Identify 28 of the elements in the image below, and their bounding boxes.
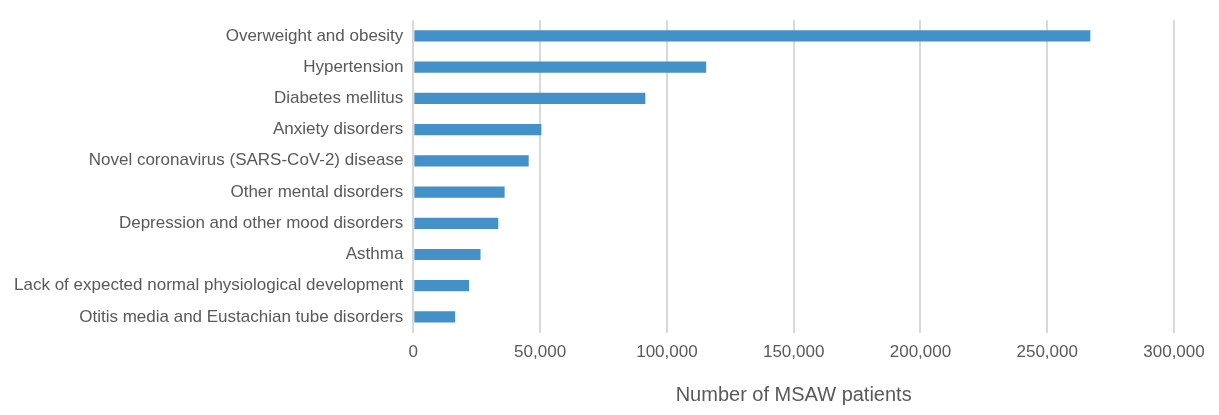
y-tick-label: Other mental disorders <box>230 181 404 201</box>
x-tick-label: 150,000 <box>762 342 825 362</box>
bar <box>414 311 456 323</box>
y-tick-label: Novel coronavirus (SARS-CoV-2) disease <box>88 150 404 170</box>
bar <box>414 280 470 292</box>
x-tick-label: 250,000 <box>1016 342 1078 362</box>
y-tick-label: Anxiety disorders <box>272 119 404 139</box>
y-tick-label: Hypertension <box>303 56 404 76</box>
y-tick-label: Asthma <box>345 244 404 264</box>
x-tick-label: 200,000 <box>889 342 952 362</box>
y-tick-label: Otitis media and Eustachian tube disorders <box>79 306 404 326</box>
bar <box>414 123 542 136</box>
bar <box>414 155 529 167</box>
y-tick-label: Overweight and obesity <box>225 25 404 45</box>
bar <box>414 92 646 104</box>
y-tick-label: Depression and other mood disorders <box>118 212 404 232</box>
x-tick-label: 300,000 <box>1143 342 1205 362</box>
y-tick-label: Lack of expected normal physiological development <box>14 275 404 295</box>
bar <box>414 248 481 261</box>
bar <box>414 61 707 73</box>
x-tick-label: 100,000 <box>636 342 698 362</box>
x-tick-label: 50,000 <box>514 342 567 362</box>
y-tick-label: Diabetes mellitus <box>273 87 404 107</box>
bar <box>414 30 1091 42</box>
x-tick-label: 0 <box>408 342 419 362</box>
x-axis-title: Number of MSAW patients <box>675 382 912 405</box>
bar <box>414 217 499 229</box>
bar <box>414 186 505 198</box>
